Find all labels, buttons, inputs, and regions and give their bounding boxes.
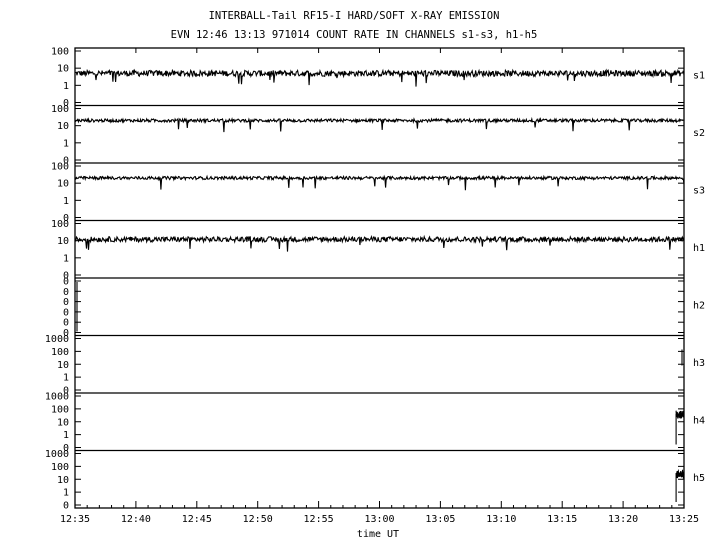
x-tick-label: 13:10 [486, 514, 516, 525]
y-tick-label: 10 [57, 475, 69, 486]
chart-title: INTERBALL-Tail RF15-I HARD/SOFT X-RAY EM… [209, 10, 500, 22]
series-line-h5 [675, 468, 685, 479]
y-tick-label: 1000 [45, 392, 69, 403]
x-tick-label: 12:45 [182, 514, 212, 525]
y-tick-label: 10 [57, 179, 69, 190]
x-tick-label: 12:35 [60, 514, 90, 525]
x-tick-label: 13:00 [364, 514, 394, 525]
y-tick-label: 10 [57, 360, 69, 371]
x-tick-label: 12:50 [243, 514, 273, 525]
y-tick-label: 10 [57, 121, 69, 132]
series-line-h4 [675, 410, 685, 419]
y-tick-label: 1000 [45, 334, 69, 345]
y-tick-label: 0 [63, 156, 69, 167]
y-tick-label: 100 [51, 404, 69, 415]
series-line-s3 [74, 174, 685, 191]
x-tick-label: 13:05 [425, 514, 455, 525]
y-tick-label: 1 [63, 196, 69, 207]
x-tick-label: 12:40 [121, 514, 151, 525]
x-axis: 12:35 12:40 12:45 12:50 12:55 13:00 13:05 13:10… [60, 48, 699, 525]
y-tick-label: 1 [63, 430, 69, 441]
panel-label-s1: s1 [693, 70, 705, 81]
y-tick-label: 100 [51, 347, 69, 358]
y-tick-label: 0 [63, 318, 69, 329]
y-tick-label: 0 [63, 307, 69, 318]
y-tick-label: 10 [57, 417, 69, 428]
series-line-s2 [74, 116, 685, 133]
y-tick-label: 1 [63, 488, 69, 499]
x-tick-label: 12:55 [304, 514, 334, 525]
y-tick-label: 0 [63, 443, 69, 454]
y-tick-label: 0 [63, 501, 69, 512]
panel-label-s2: s2 [693, 128, 705, 139]
panel-label-h2: h2 [693, 300, 705, 311]
y-tick-label: 0 [63, 277, 69, 288]
y-tick-label: 1 [63, 81, 69, 92]
y-tick-label: 100 [51, 162, 69, 173]
panels-group: s11001010s21001010s31001010h11001010h200… [45, 47, 705, 512]
x-tick-label: 13:15 [547, 514, 577, 525]
panel-label-h5: h5 [693, 473, 705, 484]
y-tick-label: 10 [57, 236, 69, 247]
y-tick-label: 1 [63, 138, 69, 149]
y-tick-label: 0 [63, 213, 69, 224]
series-line-s1 [74, 68, 685, 87]
y-tick-label: 0 [63, 328, 69, 339]
y-tick-label: 100 [51, 104, 69, 115]
y-tick-label: 100 [51, 219, 69, 230]
panel-label-h1: h1 [693, 243, 705, 254]
series-line-h1 [74, 234, 685, 252]
panel-label-s3: s3 [693, 185, 705, 196]
panel-label-h4: h4 [693, 415, 705, 426]
chart-subtitle: EVN 12:46 13:13 971014 COUNT RATE IN CHA… [171, 29, 538, 41]
y-tick-label: 0 [63, 297, 69, 308]
x-tick-label: 13:20 [608, 514, 638, 525]
y-tick-label: 0 [63, 98, 69, 109]
y-tick-label: 1 [63, 253, 69, 264]
y-tick-label: 0 [63, 271, 69, 282]
y-tick-label: 0 [63, 287, 69, 298]
y-tick-label: 1000 [45, 449, 69, 460]
y-tick-label: 1 [63, 373, 69, 384]
y-tick-label: 0 [63, 386, 69, 397]
panel-label-h3: h3 [693, 358, 705, 369]
x-tick-label: 13:25 [669, 514, 699, 525]
x-axis-label: time UT [357, 529, 399, 540]
y-tick-label: 100 [51, 462, 69, 473]
y-tick-label: 10 [57, 64, 69, 75]
y-tick-label: 100 [51, 47, 69, 58]
